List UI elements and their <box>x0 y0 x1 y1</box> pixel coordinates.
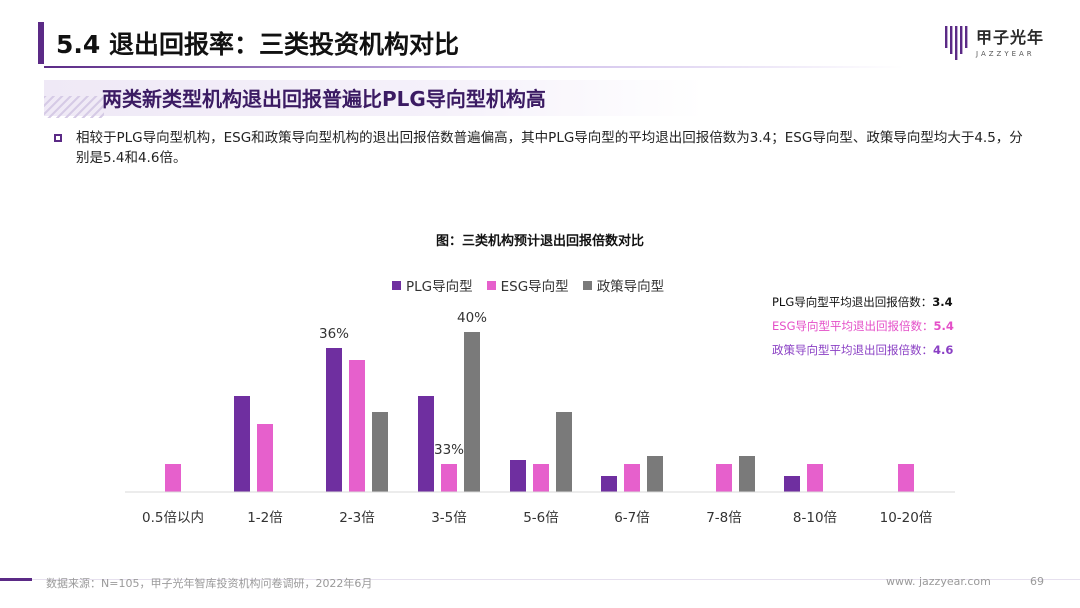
data-label-0: 36% <box>319 326 349 342</box>
title-bar: 5.4 退出回报率：三类投资机构对比 <box>38 22 459 64</box>
logo-name-en: JAZZYEAR <box>976 50 1035 58</box>
legend-item-policy: 政策导向型 <box>582 275 665 295</box>
bar-esg-8 <box>898 464 914 492</box>
x-tick-label-1: 1-2倍 <box>247 510 283 526</box>
bar-policy-6 <box>739 456 755 492</box>
bar-policy-2 <box>372 412 388 492</box>
legend-label-plg: PLG导向型 <box>406 279 473 295</box>
x-tick-label-2: 2-3倍 <box>339 510 375 526</box>
note-plg-label: PLG导向型平均退出回报倍数： <box>772 295 933 309</box>
legend-swatch-esg <box>486 280 496 290</box>
legend-label-esg: ESG导向型 <box>500 279 569 295</box>
footer-source: 数据来源：N=105，甲子光年智库投资机构问卷调研，2022年6月 <box>46 577 373 590</box>
x-tick-label-5: 6-7倍 <box>614 510 650 526</box>
title-underline <box>44 66 904 68</box>
legend-item-plg: PLG导向型 <box>392 275 473 295</box>
x-tick-label-0: 0.5倍以内 <box>142 510 204 526</box>
note-esg: ESG导向型平均退出回报倍数：5.4 <box>772 314 954 338</box>
bar-plg-3 <box>418 396 434 492</box>
bar-esg-0 <box>165 464 181 492</box>
bar-esg-5 <box>624 464 640 492</box>
bar-plg-4 <box>510 460 526 492</box>
footer-divider <box>32 579 1080 580</box>
page-title: 5.4 退出回报率：三类投资机构对比 <box>56 30 459 59</box>
average-notes: PLG导向型平均退出回报倍数：3.4 ESG导向型平均退出回报倍数：5.4 政策… <box>772 290 954 362</box>
bar-policy-4 <box>556 412 572 492</box>
note-plg: PLG导向型平均退出回报倍数：3.4 <box>772 290 954 314</box>
bar-plg-1 <box>234 396 250 492</box>
bar-esg-6 <box>716 464 732 492</box>
x-tick-label-3: 3-5倍 <box>431 510 467 526</box>
bar-esg-4 <box>533 464 549 492</box>
subtitle-band <box>44 80 704 116</box>
note-policy-value: 4.6 <box>933 343 954 357</box>
bullet-square-icon <box>54 134 62 142</box>
data-label-2: 40% <box>457 310 487 326</box>
x-tick-label-7: 8-10倍 <box>793 510 837 526</box>
bar-esg-7 <box>807 464 823 492</box>
bar-policy-3 <box>464 332 480 492</box>
legend-swatch-plg <box>392 280 401 290</box>
data-label-1: 33% <box>434 442 464 458</box>
chart-title: 图：三类机构预计退出回报倍数对比 <box>435 234 644 249</box>
bar-plg-7 <box>784 476 800 492</box>
footer-url: www. jazzyear.com <box>886 575 991 588</box>
legend-label-policy: 政策导向型 <box>596 279 665 295</box>
bar-plg-5 <box>601 476 617 492</box>
footer-accent <box>0 578 32 581</box>
bullet-text: 相较于PLG导向型机构，ESG和政策导向型机构的退出回报倍数普遍偏高，其中PLG… <box>76 130 1023 166</box>
subtitle: 两类新类型机构退出回报普遍比PLG导向型机构高 <box>102 87 546 111</box>
bar-esg-1 <box>257 424 273 492</box>
logo-name-cn: 甲子光年 <box>976 28 1045 47</box>
note-policy: 政策导向型平均退出回报倍数：4.6 <box>772 338 954 362</box>
note-plg-value: 3.4 <box>932 295 953 309</box>
jazzyear-logo-icon <box>945 26 968 60</box>
x-tick-label-6: 7-8倍 <box>706 510 742 526</box>
logo: 甲子光年 JAZZYEAR <box>944 24 1054 68</box>
x-tick-label-4: 5-6倍 <box>523 510 559 526</box>
bar-esg-2 <box>349 360 365 492</box>
page-number: 69 <box>1030 575 1044 588</box>
legend-item-esg: ESG导向型 <box>486 275 569 295</box>
chart-legend: PLG导向型 ESG导向型 政策导向型 <box>392 275 678 295</box>
x-tick-label-8: 10-20倍 <box>880 510 933 526</box>
bar-esg-3 <box>441 464 457 492</box>
note-esg-label: ESG导向型平均退出回报倍数： <box>772 319 934 333</box>
note-esg-value: 5.4 <box>933 319 954 333</box>
bar-policy-5 <box>647 456 663 492</box>
bar-plg-2 <box>326 348 342 492</box>
note-policy-label: 政策导向型平均退出回报倍数： <box>772 343 933 357</box>
legend-swatch-policy <box>582 280 592 290</box>
subtitle-stripes <box>44 96 104 118</box>
